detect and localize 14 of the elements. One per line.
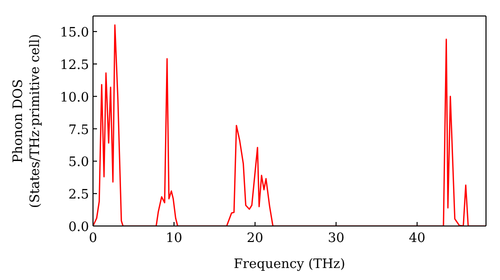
y-tick-label: 15.0: [60, 26, 89, 41]
y-tick-label: 2.5: [68, 188, 89, 203]
y-tick-label: 12.5: [60, 58, 89, 73]
x-tick-label: 40: [408, 231, 426, 246]
x-tick-label: 20: [246, 231, 264, 246]
y-tick-label: 10.0: [60, 90, 89, 106]
y-tick-label: 7.5: [68, 122, 89, 138]
x-axis-title: Frequency (THz): [234, 257, 346, 272]
x-tick-label: 10: [166, 231, 182, 246]
y-tick-label: 0.0: [68, 220, 89, 235]
y-axis-title: Phonon DOS (States/THz·primitive cell): [11, 34, 43, 208]
x-tick-label: 30: [328, 231, 344, 246]
x-tick-label: 0: [88, 231, 98, 246]
y-tick-label: 5.0: [68, 155, 89, 170]
